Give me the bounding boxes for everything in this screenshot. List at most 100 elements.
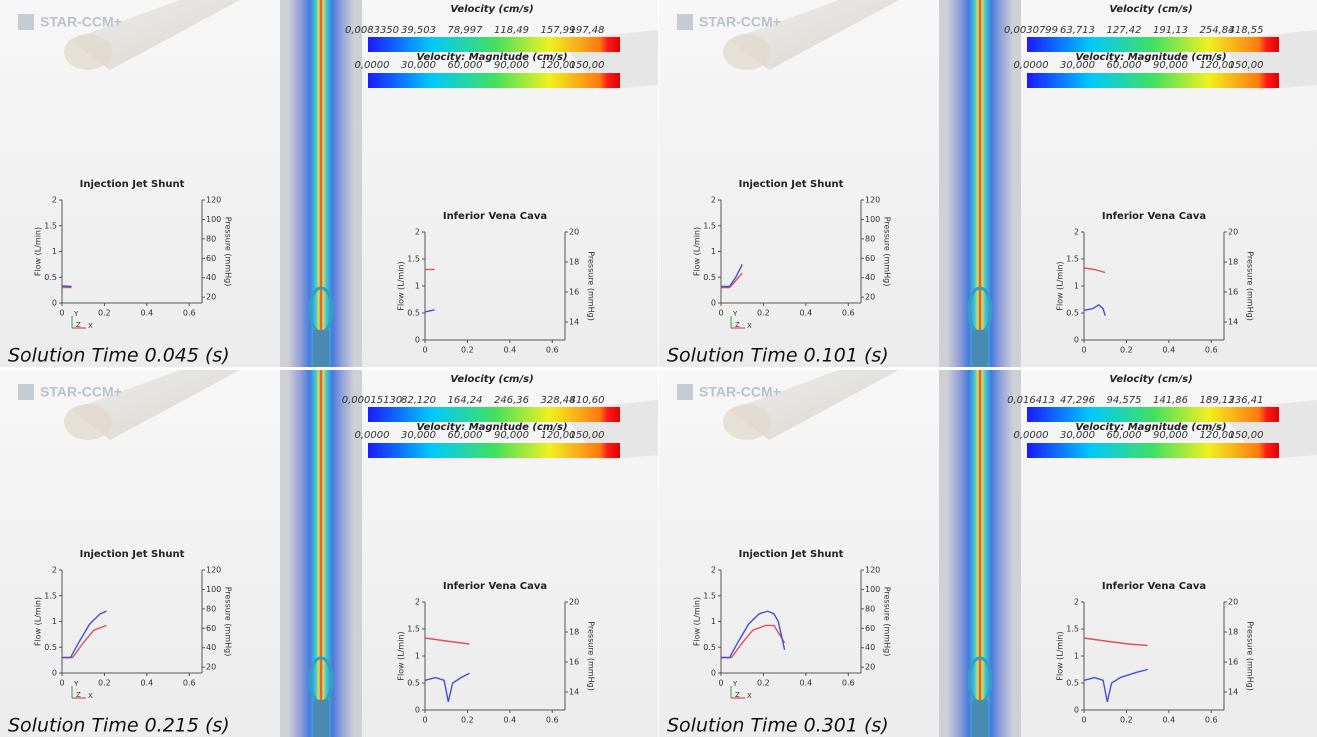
chart: Injection Jet Shunt 0 0.2 0.4 0.6 0 0.5 1 1.5 2 20…	[34, 179, 233, 318]
colorbar-label: 150,00	[570, 430, 605, 441]
y-tick-label: 1	[1074, 652, 1079, 661]
y2-tick-label: 40	[865, 273, 875, 282]
y2-tick-label: 60	[206, 624, 216, 633]
colorbar-label: 90,000	[1153, 430, 1188, 441]
colorbar-title: Velocity (cm/s)	[450, 374, 533, 385]
colorbar-label: 30,000	[1060, 430, 1095, 441]
x-tick-label: 0.2	[757, 309, 770, 318]
y2-tick-label: 20	[206, 293, 216, 302]
y2-axis-label: Pressure (mmHg)	[224, 587, 233, 657]
x-tick-label: 0.6	[183, 309, 196, 318]
y-tick-label: 1.5	[407, 625, 420, 634]
solution-time: Solution Time 0.101 (s)	[667, 345, 889, 367]
y2-tick-label: 40	[206, 273, 216, 282]
colorbar-label: 141,86	[1153, 395, 1188, 406]
triad-label: X	[88, 322, 93, 330]
colorbar-label: 90,000	[1153, 60, 1188, 71]
jet-flow	[288, 370, 354, 737]
colorbar-label: 410,60	[570, 395, 605, 406]
y-tick-label: 0.5	[407, 309, 420, 318]
chart-title: Injection Jet Shunt	[80, 549, 185, 560]
x-tick-label: 0.2	[461, 346, 474, 355]
y2-tick-label: 40	[206, 643, 216, 652]
y-tick-label: 2	[415, 598, 420, 607]
y2-tick-label: 120	[206, 196, 221, 205]
colorbar-label: 60,000	[448, 430, 483, 441]
y2-tick-label: 14	[1228, 688, 1238, 697]
y2-tick-label: 18	[569, 258, 579, 267]
colorbar-label: 82,120	[401, 395, 436, 406]
solution-time: Solution Time 0.301 (s)	[667, 715, 889, 737]
panel: STAR-CCM+ Velocity (cm/s) 0,016413 47,296 94…	[659, 370, 1317, 737]
colorbar-label: 30,000	[1060, 60, 1095, 71]
y2-tick-label: 40	[865, 643, 875, 652]
series-line	[424, 672, 470, 703]
colorbar	[368, 407, 620, 422]
x-tick-label: 0.4	[140, 679, 153, 688]
x-tick-label: 0	[718, 309, 723, 318]
colorbar-label: 120,00	[541, 60, 576, 71]
chart-title: Inferior Vena Cava	[1102, 211, 1206, 222]
y2-tick-label: 60	[206, 254, 216, 263]
y2-tick-label: 18	[1228, 628, 1238, 637]
y-axis-label: Flow (L/min)	[397, 261, 406, 310]
colorbar-label: 0,0030799	[1004, 25, 1058, 36]
y-tick-label: 0	[415, 336, 420, 345]
x-tick-label: 0	[59, 309, 64, 318]
y-tick-label: 1.5	[407, 255, 420, 264]
colorbar-label: 60,000	[1107, 60, 1142, 71]
colorbar-label: 0,016413	[1007, 395, 1055, 406]
jet-flow	[947, 0, 1013, 367]
x-tick-label: 0.6	[1205, 346, 1218, 355]
solution-time: Solution Time 0.215 (s)	[8, 715, 230, 737]
y2-tick-label: 20	[569, 228, 579, 237]
x-tick-label: 0.6	[546, 716, 559, 725]
colorbar-label: 328,48	[541, 395, 576, 406]
y2-tick-label: 14	[569, 318, 579, 327]
colorbar-label: 60,000	[448, 60, 483, 71]
y-tick-label: 1.5	[703, 221, 716, 230]
chart-title: Inferior Vena Cava	[443, 211, 547, 222]
colorbar-label: 164,24	[448, 395, 483, 406]
x-tick-label: 0.4	[503, 346, 516, 355]
colorbar-label: 120,00	[1200, 60, 1235, 71]
y-tick-label: 0	[1074, 706, 1079, 715]
x-tick-label: 0.2	[1120, 716, 1133, 725]
y2-tick-label: 80	[206, 604, 216, 613]
chart: Injection Jet Shunt 0 0.2 0.4 0.6 0 0.5 1 1.5 2 20…	[693, 549, 892, 688]
y2-tick-label: 20	[865, 293, 875, 302]
y2-tick-label: 100	[206, 215, 221, 224]
logo-icon	[677, 384, 693, 400]
colorbar-label: 197,48	[570, 25, 605, 36]
triad-label: Y	[73, 310, 79, 318]
y-tick-label: 1	[415, 282, 420, 291]
y2-tick-label: 120	[865, 566, 880, 575]
jet-nozzle	[972, 330, 988, 367]
series-line	[1083, 304, 1106, 316]
colorbar-label: 0,00015130	[342, 395, 402, 406]
y-tick-label: 2	[711, 566, 716, 575]
colorbar-label: 120,00	[541, 430, 576, 441]
colorbar-label: 150,00	[1229, 430, 1264, 441]
y-axis-label: Flow (L/min)	[693, 227, 702, 276]
y-tick-label: 2	[415, 228, 420, 237]
chart-title: Injection Jet Shunt	[739, 549, 844, 560]
colorbar-title: Velocity (cm/s)	[1109, 374, 1192, 385]
series-line	[721, 272, 743, 289]
triad-label: X	[747, 322, 752, 330]
logo-icon	[18, 14, 34, 30]
x-tick-label: 0.6	[842, 309, 855, 318]
y2-axis-label: Pressure (mmHg)	[883, 217, 892, 287]
x-tick-label: 0.2	[757, 679, 770, 688]
x-tick-label: 0.2	[98, 679, 111, 688]
colorbar	[1027, 37, 1279, 52]
y-tick-label: 0.5	[703, 643, 716, 652]
jet-nozzle	[972, 700, 988, 737]
triad-label: Z	[76, 691, 81, 699]
colorbar-label: 189,13	[1200, 395, 1235, 406]
y-tick-label: 0	[52, 299, 57, 308]
y2-tick-label: 14	[569, 688, 579, 697]
y-tick-label: 0	[1074, 336, 1079, 345]
x-tick-label: 0.2	[98, 309, 111, 318]
